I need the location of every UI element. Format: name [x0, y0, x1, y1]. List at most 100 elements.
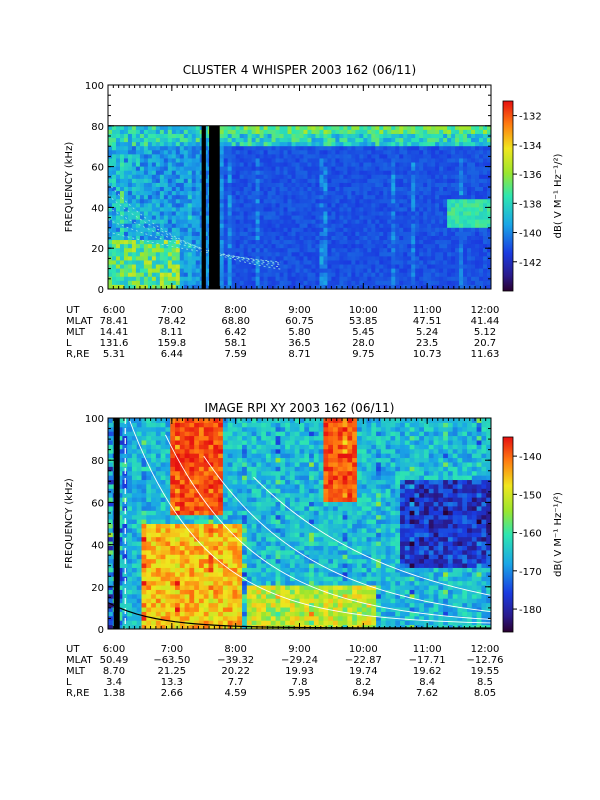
spectrogram-cell	[122, 461, 128, 467]
spectrogram-cell	[108, 129, 113, 135]
spectrogram-cell	[271, 125, 277, 131]
spectrogram-cell	[391, 244, 396, 249]
spectrogram-cell	[243, 170, 249, 176]
spectrogram-cell	[307, 187, 312, 192]
spectrogram-cell	[311, 133, 316, 139]
spectrogram-cell	[263, 276, 269, 282]
spectrogram-cell	[411, 138, 416, 143]
spectrogram-cell	[331, 158, 336, 164]
spectrogram-cell	[136, 448, 143, 454]
spectrogram-cell	[383, 235, 388, 241]
spectrogram-cell	[159, 223, 165, 229]
spectrogram-cell	[135, 182, 141, 188]
spectrogram-cell	[127, 215, 133, 221]
spectrogram-cell	[371, 280, 376, 286]
spectrogram-cell	[375, 244, 380, 249]
spectrogram-cell	[231, 129, 237, 135]
spectrogram-cell	[475, 166, 480, 172]
spectrogram-cell	[187, 154, 193, 159]
spectrogram-cell	[327, 207, 332, 212]
spectrogram-cell	[219, 260, 225, 266]
spectrogram-cell	[247, 240, 253, 245]
spectrogram-cell	[231, 284, 237, 289]
spectrogram-cell	[227, 252, 233, 257]
spectrogram-cell	[295, 231, 300, 237]
spectrogram-cell	[167, 276, 173, 282]
orbit-row-label: L	[66, 338, 72, 349]
spectrogram-cell	[175, 422, 181, 428]
spectrogram-cell	[387, 199, 392, 204]
spectrogram-cell	[483, 248, 488, 253]
spectrogram-cell	[375, 223, 380, 229]
spectrogram-cell	[299, 284, 304, 289]
spectrogram-cell	[471, 154, 476, 159]
spectrogram-cell	[231, 166, 237, 172]
spectrogram-cell	[146, 527, 152, 533]
spectrogram-cell	[146, 563, 152, 568]
spectrogram-cell	[160, 519, 166, 524]
spectrogram-cell	[108, 252, 113, 257]
spectrogram-cell	[455, 260, 460, 266]
spectrogram-cell	[307, 240, 312, 245]
spectrogram-cell	[315, 252, 320, 257]
spectrogram-cell	[419, 256, 424, 261]
spectrogram-cell	[139, 215, 145, 221]
spectrogram-cell	[347, 272, 352, 278]
spectrogram-cell	[163, 260, 169, 266]
spectrogram-cell	[187, 158, 193, 164]
spectrogram-cell	[363, 150, 368, 155]
spectrogram-cell	[371, 174, 376, 180]
spectrogram-cell	[463, 154, 468, 159]
spectrogram-cell	[287, 129, 293, 135]
spectrogram-cell	[155, 554, 162, 560]
spectrogram-cell	[431, 142, 436, 147]
spectrogram-cell	[123, 219, 129, 225]
spectrogram-cell	[191, 219, 197, 225]
spectrogram-cell	[403, 158, 408, 164]
spectrogram-cell	[327, 244, 332, 249]
spectrogram-cell	[379, 260, 384, 266]
spectrogram-cell	[159, 154, 165, 159]
spectrogram-cell	[117, 444, 123, 450]
spectrogram-cell	[275, 215, 281, 221]
spectrogram-cell	[319, 170, 324, 176]
spectrogram-cell	[203, 133, 209, 139]
spectrogram-cell	[311, 166, 316, 172]
spectrogram-cell	[117, 620, 123, 626]
spectrogram-cell	[283, 280, 289, 286]
spectrogram-cell	[371, 199, 376, 204]
spectrogram-cell	[151, 203, 157, 208]
spectrogram-cell	[251, 244, 257, 249]
spectrogram-cell	[235, 174, 241, 180]
spectrogram-cell	[175, 227, 181, 233]
spectrogram-cell	[119, 166, 125, 172]
spectrogram-cell	[283, 187, 289, 192]
spectrogram-cell	[155, 191, 161, 196]
spectrogram-cell	[167, 264, 173, 270]
spectrogram-cell	[235, 248, 241, 253]
spectrogram-cell	[471, 268, 476, 274]
spectrogram-cell	[255, 182, 261, 188]
spectrogram-cell	[231, 244, 237, 249]
spectrogram-cell	[383, 191, 388, 196]
spectrogram-cell	[231, 142, 237, 147]
spectrogram-cell	[163, 207, 169, 212]
spectrogram-cell	[295, 199, 300, 204]
spectrogram-cell	[387, 235, 392, 241]
spectrogram-cell	[379, 219, 384, 225]
spectrogram-cell	[367, 264, 372, 270]
spectrogram-cell	[467, 195, 472, 200]
spectrogram-cell	[427, 264, 432, 270]
spectrogram-cell	[183, 219, 189, 225]
spectrogram-cell	[395, 231, 400, 237]
spectrogram-cell	[335, 276, 340, 282]
spectrogram-cell	[189, 523, 195, 529]
spectrogram-cell	[117, 624, 123, 629]
spectrogram-cell	[459, 154, 464, 159]
spectrogram-cell	[431, 235, 436, 241]
spectrogram-cell	[255, 223, 261, 229]
spectrogram-cell	[395, 182, 400, 188]
spectrogram-cell	[311, 227, 316, 233]
spectrogram-cell	[247, 178, 253, 184]
spectrogram-cell	[167, 129, 173, 135]
